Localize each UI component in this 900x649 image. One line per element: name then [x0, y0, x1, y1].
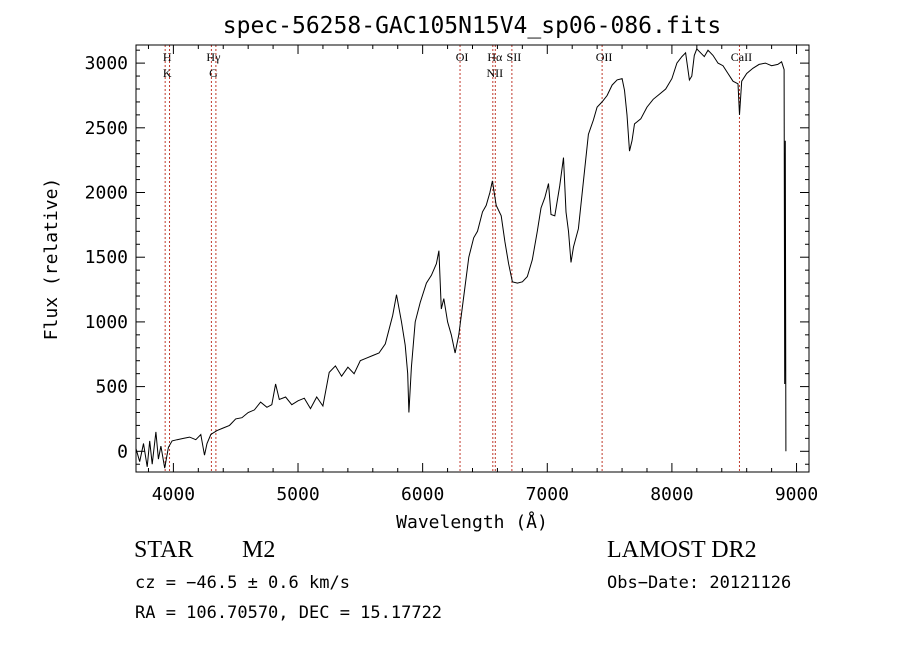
y-tick-label: 3000: [85, 53, 128, 74]
spectral-line-label: CaII: [731, 50, 752, 64]
y-tick-label: 1000: [85, 312, 128, 333]
chart-title: spec-56258-GAC105N15V4_sp06-086.fits: [223, 13, 722, 39]
x-tick-label: 5000: [276, 484, 319, 505]
x-tick-label: 9000: [775, 484, 818, 505]
x-tick-label: 7000: [526, 484, 569, 505]
spectral-line-label: H: [163, 50, 172, 64]
axes: 4000 5000 6000 7000 8000 9000 0 500 1000 1500 2000…: [85, 45, 818, 505]
survey-name: LAMOST DR2: [607, 537, 757, 563]
spectral-line-label: K: [163, 66, 172, 80]
redshift-velocity: cz = −46.5 ± 0.6 km/s: [135, 573, 350, 593]
y-tick-label: 500: [95, 377, 128, 398]
y-tick-label: 0: [117, 441, 128, 462]
spectral-line-label: Hγ: [206, 50, 221, 64]
spectral-line-label: OI: [456, 50, 469, 64]
observation-date: Obs−Date: 20121126: [607, 573, 792, 593]
y-tick-label: 2500: [85, 118, 128, 139]
plot-area: HKHγGOIHαNIISIIOIICaII: [135, 45, 787, 472]
y-tick-label: 2000: [85, 183, 128, 204]
x-tick-label: 4000: [152, 484, 195, 505]
y-axis-label: Flux (relative): [41, 178, 62, 341]
spectrum-line: [135, 47, 787, 469]
spectral-line-label: SII: [507, 50, 522, 64]
spectral-line-label: OII: [596, 50, 613, 64]
y-tick-label: 1500: [85, 247, 128, 268]
object-subclass: M2: [242, 537, 276, 563]
x-tick-label: 6000: [401, 484, 444, 505]
spectral-line-label: G: [209, 66, 218, 80]
object-class: STAR: [134, 537, 194, 563]
ra-dec-coordinates: RA = 106.70570, DEC = 15.17722: [135, 603, 443, 623]
x-tick-label: 8000: [650, 484, 693, 505]
plot-frame: [135, 44, 810, 473]
x-axis-label: Wavelength (Å): [396, 511, 548, 533]
